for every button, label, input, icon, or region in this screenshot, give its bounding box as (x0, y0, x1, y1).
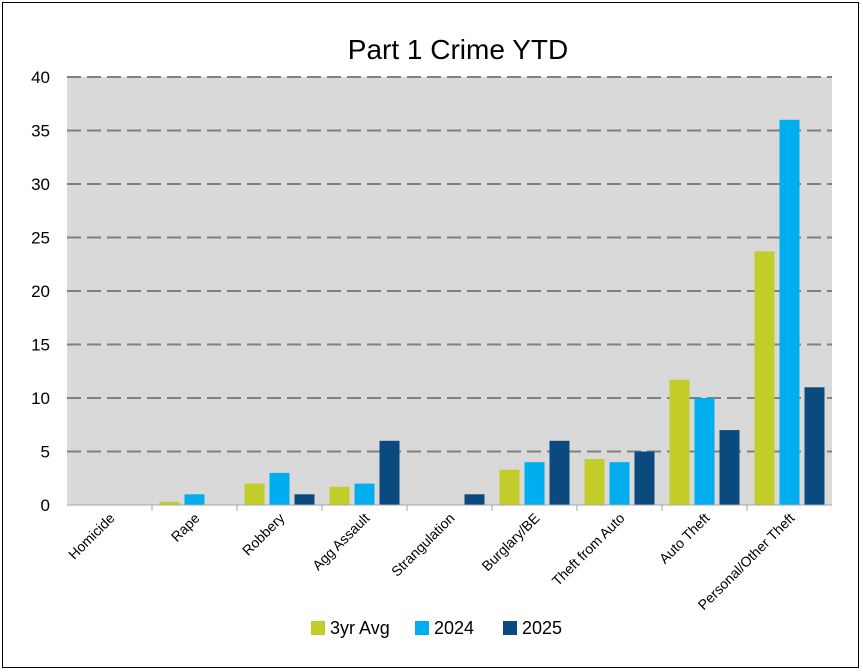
bars (159, 119, 825, 506)
legend-swatch (415, 621, 429, 635)
bar (244, 483, 265, 505)
legend-label: 2024 (434, 618, 474, 638)
bar (379, 440, 400, 505)
y-tick-label: 10 (31, 389, 50, 408)
y-tick-label: 0 (41, 496, 50, 515)
bar (499, 469, 520, 505)
bar (464, 494, 485, 505)
x-axis (67, 504, 832, 511)
bar (634, 451, 655, 505)
bar (719, 430, 740, 505)
category-label: Agg Assault (309, 510, 373, 574)
legend-label: 2025 (522, 618, 562, 638)
bar (669, 379, 690, 505)
category-label: Personal/Other Theft (695, 510, 798, 613)
y-tick-label: 25 (31, 229, 50, 248)
legend-swatch (503, 621, 517, 635)
bar (609, 462, 630, 505)
y-axis-ticks: 0 5 10 15 20 25 30 35 40 (31, 68, 50, 515)
bar (584, 458, 605, 505)
legend-label: 3yr Avg (330, 618, 390, 638)
bar (549, 440, 570, 505)
y-tick-label: 40 (31, 68, 50, 87)
legend: 3yr Avg 2024 2025 (311, 618, 562, 638)
chart-title: Part 1 Crime YTD (348, 34, 568, 65)
gridlines (67, 76, 832, 453)
bar (269, 472, 290, 505)
y-tick-label: 35 (31, 122, 50, 141)
bar (804, 387, 825, 505)
bar (294, 494, 315, 505)
bar (694, 398, 715, 505)
bar (779, 119, 800, 506)
bar (329, 486, 350, 505)
category-label: Burglary/BE (478, 510, 542, 574)
category-label: Robbery (239, 510, 288, 559)
legend-swatch (311, 621, 325, 635)
category-labels: Homicide Rape Robbery Agg Assault Strangulat… (65, 510, 798, 613)
category-label: Strangulation (388, 510, 458, 580)
y-tick-label: 5 (41, 443, 50, 462)
category-label: Rape (168, 510, 203, 545)
bar (754, 251, 775, 505)
category-label: Auto Theft (656, 510, 713, 567)
bar (354, 483, 375, 505)
bar (184, 494, 205, 505)
y-tick-label: 30 (31, 175, 50, 194)
bar (524, 462, 545, 505)
bar (159, 501, 180, 505)
category-label: Homicide (65, 510, 118, 563)
y-tick-label: 20 (31, 282, 50, 301)
y-tick-label: 15 (31, 336, 50, 355)
category-label: Theft from Auto (549, 510, 628, 589)
